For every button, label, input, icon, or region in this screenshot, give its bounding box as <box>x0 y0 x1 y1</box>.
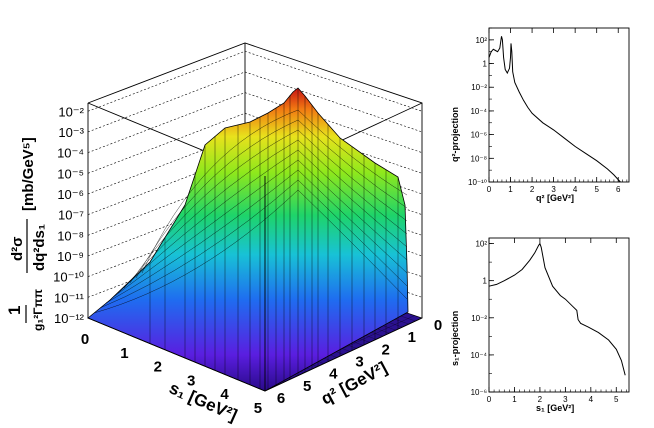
surface-plot: 10⁻¹² 10⁻¹¹ 10⁻¹⁰ 10⁻⁹ 10⁻⁸ 10⁻⁷ 10⁻⁶ 10⁻⁵ 10⁻⁴ 1… <box>5 42 442 425</box>
z-tick-label: 10⁻² <box>58 104 84 119</box>
q2-projection-plot: 0 1 2 3 4 5 6 10⁻¹⁰ 10⁻⁸ 10⁻⁶ 10⁻⁴ 10⁻² 1 10² q²-proj… <box>450 27 630 203</box>
s1-projection-plot: 0 1 2 3 4 5 10⁻⁶ 10⁻⁴ 10⁻² 1 10² s₁-projection s₁ … <box>450 237 630 413</box>
x-tick-label: 4 <box>573 185 578 194</box>
y-tick-label: 10² <box>475 36 487 45</box>
q2-tick-label: 0 <box>434 317 442 334</box>
z-tick-label: 10⁻⁷ <box>58 208 84 223</box>
mesh-contour <box>129 129 408 284</box>
y-tick-label: 10⁻¹⁰ <box>468 178 487 187</box>
x-tick-label: 5 <box>614 395 619 404</box>
y-tick-label: 10⁻⁴ <box>470 351 487 360</box>
s1-tick-label: 1 <box>120 345 128 362</box>
surface-s1-axis-title: s₁ [GeV²] <box>166 378 240 425</box>
x-tick-label: 1 <box>508 185 513 194</box>
y-tick-label: 1 <box>483 277 488 286</box>
s1-projection-ylabel: s₁-projection <box>450 311 460 366</box>
s1-tick-label: 0 <box>81 331 89 348</box>
z-tick-label: 10⁻³ <box>58 125 84 140</box>
q2-tick-label: 6 <box>277 390 285 407</box>
surface-front-edges <box>87 103 423 392</box>
z-title-units: [mb/GeV⁵] <box>20 137 37 211</box>
y-tick-label: 1 <box>483 60 488 69</box>
x-tick-label: 0 <box>487 395 492 404</box>
y-tick-label: 10⁻⁶ <box>471 131 487 140</box>
y-tick-label: 10⁻² <box>471 314 487 323</box>
q2-projection-xlabel: q² [GeV²] <box>536 193 574 203</box>
s1-projection-line <box>488 242 626 376</box>
s1-tick-label: 3 <box>187 372 195 389</box>
mesh-contour <box>123 139 408 289</box>
mesh-contour <box>111 159 408 299</box>
x-tick-label: 3 <box>551 185 556 194</box>
x-tick-label: 6 <box>616 185 621 194</box>
y-tick-label: 10⁻⁸ <box>471 154 488 163</box>
q2-tick-label: 5 <box>303 378 311 395</box>
z-tick-label: 10⁻⁹ <box>57 249 84 264</box>
mesh-contour <box>117 149 408 294</box>
y-tick-label: 10⁻⁶ <box>471 388 487 397</box>
z-gridline <box>87 50 423 112</box>
q2-tick-label: 1 <box>408 329 416 346</box>
s1-tick-label: 5 <box>254 400 262 417</box>
z-gridline <box>87 71 423 133</box>
y-tick-label: 10² <box>475 240 487 249</box>
q2-projection-frame <box>488 27 630 183</box>
mesh-contour <box>99 179 408 309</box>
z-title-frac-num: d²σ <box>9 237 26 261</box>
mesh-contour <box>105 169 408 304</box>
surface-z-axis-title: 1 g₁²Γππ d²σ dq²ds₁ [mb/GeV⁵] <box>5 137 48 331</box>
x-tick-label: 0 <box>487 185 492 194</box>
q2-tick-label: 2 <box>381 341 389 358</box>
x-tick-label: 1 <box>512 395 517 404</box>
z-gridline <box>87 92 423 153</box>
y-tick-label: 10⁻² <box>471 83 487 92</box>
x-tick-label: 5 <box>594 185 599 194</box>
z-gridline <box>87 112 423 174</box>
s1-projection-ticks: 0 1 2 3 4 5 10⁻⁶ 10⁻⁴ 10⁻² 1 10² <box>470 238 627 404</box>
q2-tick-label: 3 <box>355 354 363 371</box>
z-title-frac-den: dq²ds₁ <box>31 224 48 271</box>
mesh-contour <box>93 189 408 314</box>
s1-tick-label: 4 <box>220 386 229 403</box>
mesh-contour <box>141 109 408 274</box>
s1-projection-frame <box>488 237 630 393</box>
x-tick-label: 2 <box>538 395 543 404</box>
q2-projection-ylabel: q²-projection <box>450 107 460 162</box>
q2-projection-line <box>488 36 621 183</box>
x-tick-label: 2 <box>530 185 535 194</box>
z-tick-label: 10⁻⁵ <box>57 166 84 181</box>
s1-projection-xlabel: s₁ [GeV²] <box>536 403 574 413</box>
q2-tick-label: 4 <box>329 366 338 383</box>
q2-projection-ticks: 0 1 2 3 4 5 6 10⁻¹⁰ 10⁻⁸ 10⁻⁶ 10⁻⁴ 10⁻² 1 10² <box>468 27 628 194</box>
surface-s1-tick-labels: 0 1 2 3 4 5 <box>81 331 262 417</box>
y-tick-label: 10⁻⁴ <box>470 107 487 116</box>
mesh-contour <box>135 119 408 279</box>
z-title-prefix: 1 <box>5 306 24 315</box>
surface-z-tick-labels: 10⁻¹² 10⁻¹¹ 10⁻¹⁰ 10⁻⁹ 10⁻⁸ 10⁻⁷ 10⁻⁶ 10⁻⁵ 10⁻⁴ 1… <box>53 104 85 326</box>
surface-q2-tick-labels: 6 5 43 2 1 0 <box>277 317 442 407</box>
s1-tick-label: 2 <box>154 359 162 376</box>
z-tick-label: 10⁻⁸ <box>57 228 84 243</box>
surface-mesh-lines <box>93 88 408 390</box>
z-tick-label: 10⁻¹² <box>54 311 85 326</box>
z-tick-label: 10⁻⁶ <box>57 187 84 202</box>
z-title-prefix-den: g₁²Γππ <box>31 289 45 331</box>
z-tick-label: 10⁻¹¹ <box>54 290 85 305</box>
z-tick-label: 10⁻¹⁰ <box>53 270 84 285</box>
x-tick-label: 3 <box>563 395 568 404</box>
z-tick-label: 10⁻⁴ <box>57 146 84 161</box>
x-tick-label: 4 <box>589 395 594 404</box>
